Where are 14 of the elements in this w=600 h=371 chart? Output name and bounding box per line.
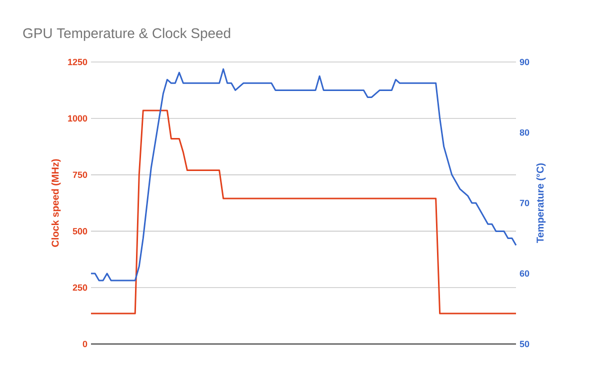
y2-tick-label: 70 bbox=[520, 200, 530, 206]
y-tick-label: 500 bbox=[72, 228, 88, 234]
y-axis-title: Clock speed (MHz) bbox=[51, 159, 61, 247]
y2-tick-label: 90 bbox=[520, 58, 530, 66]
y2-tick-label: 80 bbox=[520, 129, 530, 136]
y-tick-label: 750 bbox=[72, 172, 88, 178]
y2-axis-title: Temperature (°C) bbox=[536, 163, 546, 243]
chart-title: GPU Temperature & Clock Speed bbox=[23, 28, 230, 41]
y-tick-label: 1000 bbox=[68, 115, 88, 122]
y-tick-label: 250 bbox=[72, 284, 88, 291]
y-tick-label: 1250 bbox=[68, 58, 88, 66]
y2-tick-label: 60 bbox=[520, 270, 530, 277]
y-tick-label: 0 bbox=[82, 340, 88, 348]
y2-tick-label: 50 bbox=[520, 340, 530, 348]
